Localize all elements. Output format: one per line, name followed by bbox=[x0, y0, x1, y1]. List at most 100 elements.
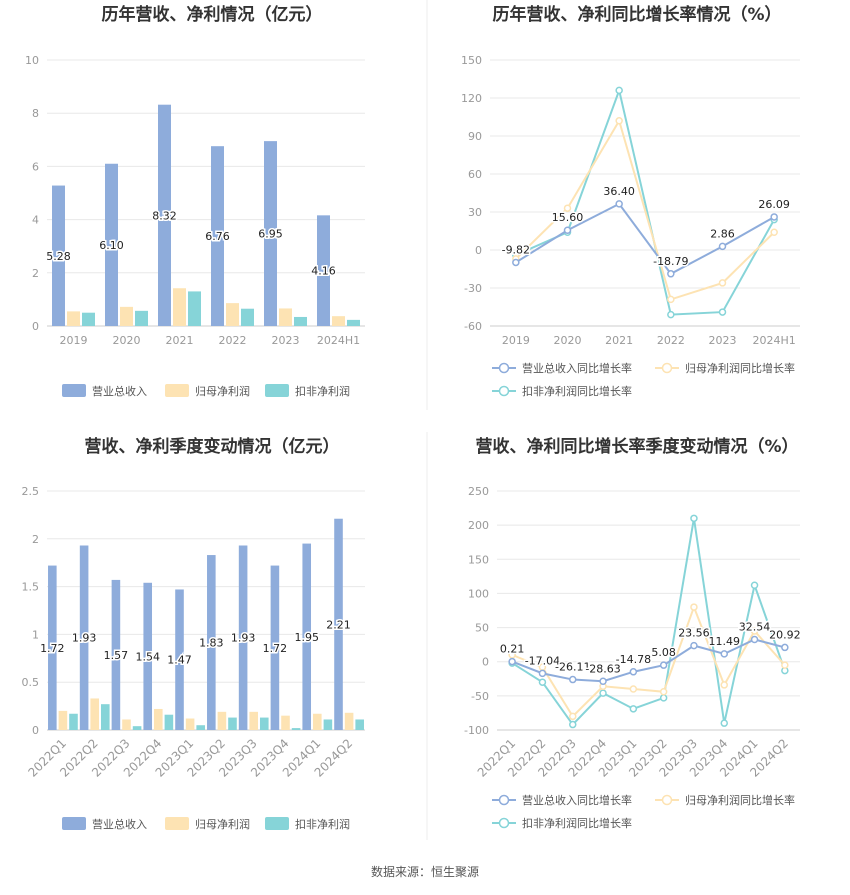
series-point-3 bbox=[690, 514, 698, 523]
bar-3 bbox=[294, 316, 307, 326]
y-tick-label: 60 bbox=[468, 168, 482, 181]
data-label: -17.04 bbox=[525, 654, 560, 667]
bar-1 bbox=[211, 146, 224, 326]
bar-1 bbox=[105, 163, 118, 326]
bar-2 bbox=[279, 308, 292, 326]
bar-1 bbox=[238, 545, 248, 730]
y-tick-label: 120 bbox=[461, 92, 482, 105]
x-tick-label: 2023 bbox=[272, 334, 300, 347]
bar-1 bbox=[207, 555, 216, 730]
chart-3: 营收、净利季度变动情况（亿元）00.511.522.52022Q12022Q22… bbox=[22, 436, 365, 831]
legend-swatch bbox=[165, 817, 189, 830]
chart-2: 历年营收、净利同比增长率情况（%） -60 -30 0 30 60 90 120 150 2019… bbox=[461, 4, 800, 398]
y-tick-label: 2 bbox=[32, 533, 39, 546]
y-tick-label: 2.5 bbox=[22, 485, 40, 498]
data-label: 1.54 bbox=[135, 650, 160, 663]
y-tick-label: 50 bbox=[475, 622, 489, 635]
series-point-2 bbox=[563, 204, 572, 212]
bar-2 bbox=[344, 712, 354, 730]
y-tick-label: 10 bbox=[25, 54, 39, 67]
legend-label: 归母净利润同比增长率 bbox=[685, 793, 795, 807]
series-point-2 bbox=[569, 712, 577, 721]
bar-1 bbox=[52, 185, 65, 326]
bar-3 bbox=[164, 714, 174, 730]
y-tick-label: -100 bbox=[464, 724, 489, 737]
y-tick-label: 0 bbox=[475, 244, 482, 257]
y-tick-label: 0 bbox=[32, 724, 39, 737]
bar-2 bbox=[185, 718, 195, 730]
series-point-2 bbox=[659, 688, 668, 696]
series-line-2 bbox=[511, 604, 786, 718]
data-label: 0.21 bbox=[500, 643, 525, 656]
bar-3 bbox=[69, 713, 78, 730]
series-point-2 bbox=[781, 661, 789, 669]
legend-label: 营业总收入同比增长率 bbox=[522, 793, 632, 807]
data-label: 1.83 bbox=[199, 637, 224, 650]
series-point-1 bbox=[659, 661, 668, 669]
bar-3 bbox=[82, 312, 95, 326]
legend-item-1: 营业总收入同比增长率 bbox=[492, 793, 632, 807]
y-tick-label: -60 bbox=[464, 320, 482, 333]
bar-2 bbox=[249, 711, 258, 730]
legend-swatch-marker bbox=[498, 817, 510, 829]
legend-swatch-marker bbox=[498, 385, 510, 397]
legend-swatch-marker bbox=[498, 362, 510, 374]
legend-item-1: 营业总收入 bbox=[62, 384, 147, 398]
legend-swatch-marker bbox=[661, 794, 673, 806]
bar-2 bbox=[313, 713, 322, 730]
y-tick-label: -50 bbox=[471, 690, 489, 703]
series-point-1 bbox=[569, 675, 577, 684]
legend-item-2: 归母净利润同比增长率 bbox=[655, 361, 795, 375]
series-point-1 bbox=[615, 200, 623, 208]
series-point-2 bbox=[718, 279, 727, 287]
bar-3 bbox=[241, 308, 254, 326]
bar-2 bbox=[226, 303, 239, 326]
series-point-1 bbox=[720, 650, 728, 658]
series-point-2 bbox=[750, 627, 759, 635]
legend-label: 归母净利润 bbox=[195, 384, 250, 398]
data-label: 32.54 bbox=[739, 620, 771, 633]
bar-3 bbox=[347, 319, 360, 326]
data-label: 1.47 bbox=[167, 654, 192, 667]
bar-2 bbox=[332, 316, 345, 326]
data-label: 4.16 bbox=[311, 265, 336, 278]
y-tick-label: 0 bbox=[482, 656, 489, 669]
y-tick-label: 150 bbox=[468, 553, 489, 566]
legend-label: 扣非净利润同比增长率 bbox=[522, 816, 632, 830]
legend-label: 扣非净利润 bbox=[295, 384, 350, 398]
bar-1 bbox=[270, 565, 280, 730]
series-point-3 bbox=[599, 689, 607, 697]
legend-label: 扣非净利润 bbox=[295, 817, 350, 831]
series-line-1 bbox=[511, 638, 786, 683]
y-tick-label: 6 bbox=[32, 160, 39, 173]
chart-1: 历年营收、净利情况（亿元） 0 2 4 6 8 10 2019 2020 2021 2022 2023… bbox=[25, 4, 365, 398]
legend-item-1: 营业总收入 bbox=[62, 817, 147, 831]
legend-item-1: 营业总收入同比增长率 bbox=[492, 361, 632, 375]
chart-4: 营收、净利同比增长率季度变动情况（%） -100 -50 0 50 100 150 200 25… bbox=[464, 436, 802, 830]
bar-2 bbox=[120, 306, 133, 326]
bar-3 bbox=[259, 717, 269, 730]
data-label: 2.86 bbox=[710, 227, 735, 240]
series-point-1 bbox=[718, 242, 727, 251]
data-label: -26.11 bbox=[555, 661, 590, 674]
data-label: 5.28 bbox=[46, 250, 71, 263]
x-tick-label: 2022 bbox=[657, 334, 685, 347]
series-point-1 bbox=[629, 668, 638, 676]
series-line-3 bbox=[511, 518, 786, 727]
x-tick-label: 2019 bbox=[60, 334, 88, 347]
data-label: 23.56 bbox=[678, 627, 710, 640]
data-label: 1.93 bbox=[231, 632, 256, 645]
x-tick-label: 2023 bbox=[709, 334, 737, 347]
x-tick-label: 2024H1 bbox=[753, 334, 796, 347]
series-point-1 bbox=[750, 635, 759, 644]
series-point-3 bbox=[718, 308, 727, 316]
x-tick-label: 2019 bbox=[502, 334, 530, 347]
y-tick-label: 1.5 bbox=[22, 581, 40, 594]
bar-1 bbox=[334, 518, 343, 730]
series-point-1 bbox=[770, 213, 778, 221]
bar-1 bbox=[48, 565, 57, 730]
bar-1 bbox=[264, 141, 277, 326]
x-tick-label: 2022 bbox=[219, 334, 247, 347]
data-label: 6.76 bbox=[205, 230, 230, 243]
data-label: 15.60 bbox=[552, 211, 584, 224]
